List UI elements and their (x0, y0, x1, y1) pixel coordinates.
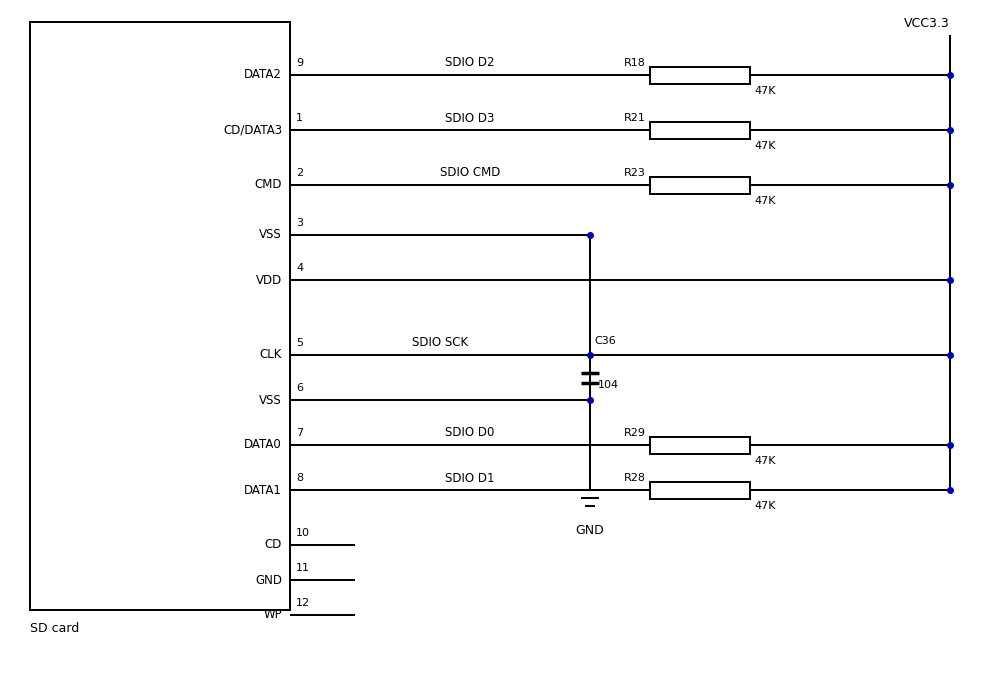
Text: R21: R21 (624, 113, 646, 123)
Text: R28: R28 (624, 473, 646, 483)
Text: DATA0: DATA0 (244, 438, 282, 452)
Text: 3: 3 (296, 218, 303, 228)
Text: CD/DATA3: CD/DATA3 (223, 124, 282, 136)
Text: R18: R18 (624, 58, 646, 68)
Text: 6: 6 (296, 383, 303, 393)
Text: SDIO D1: SDIO D1 (445, 472, 495, 484)
Text: VSS: VSS (259, 229, 282, 241)
Text: SDIO SCK: SDIO SCK (412, 336, 468, 350)
Text: C36: C36 (594, 336, 616, 346)
Text: SDIO CMD: SDIO CMD (440, 166, 500, 180)
Text: WP: WP (263, 609, 282, 621)
Text: SD card: SD card (30, 621, 79, 635)
Text: GND: GND (576, 524, 604, 537)
Text: SDIO D2: SDIO D2 (445, 57, 495, 69)
Text: DATA2: DATA2 (244, 69, 282, 82)
Bar (650, 177, 750, 194)
Text: 12: 12 (296, 598, 310, 608)
Text: 4: 4 (296, 263, 303, 273)
Text: VCC3.3: VCC3.3 (904, 17, 950, 30)
Text: 5: 5 (296, 338, 303, 348)
Text: 8: 8 (296, 473, 303, 483)
Bar (650, 122, 750, 138)
Bar (650, 66, 750, 83)
Text: 47K: 47K (754, 86, 776, 96)
Text: 47K: 47K (754, 141, 776, 151)
Text: 47K: 47K (754, 196, 776, 206)
Bar (30, 22, 290, 610)
Text: VSS: VSS (259, 394, 282, 407)
Text: 47K: 47K (754, 501, 776, 511)
Text: CMD: CMD (254, 178, 282, 192)
Text: GND: GND (255, 573, 282, 586)
Text: DATA1: DATA1 (244, 484, 282, 496)
Text: 9: 9 (296, 58, 303, 68)
Text: 11: 11 (296, 563, 310, 573)
Text: R29: R29 (624, 428, 646, 438)
Bar (650, 436, 750, 454)
Text: CLK: CLK (260, 349, 282, 361)
Text: SDIO D3: SDIO D3 (445, 112, 495, 124)
Bar (650, 482, 750, 498)
Text: 1: 1 (296, 113, 303, 123)
Text: 47K: 47K (754, 456, 776, 466)
Text: 2: 2 (296, 168, 303, 178)
Text: SDIO D0: SDIO D0 (445, 426, 495, 440)
Text: 104: 104 (598, 380, 619, 391)
Text: R23: R23 (624, 168, 646, 178)
Text: 7: 7 (296, 428, 303, 438)
Text: CD: CD (265, 538, 282, 552)
Text: 10: 10 (296, 528, 310, 538)
Text: VDD: VDD (256, 273, 282, 287)
